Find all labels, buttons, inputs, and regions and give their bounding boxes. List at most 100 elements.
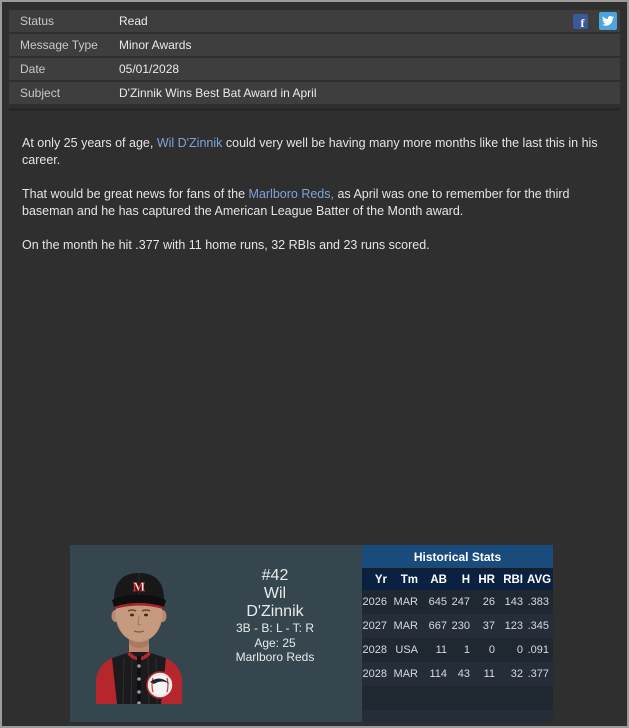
paragraph-2-text-after: as April was one to remember for the thi… (22, 187, 570, 218)
header-divider (9, 108, 620, 111)
stats-cell (362, 710, 391, 722)
player-link[interactable]: Wil D'Zinnik (156, 136, 223, 150)
stats-cell: 11 (474, 662, 499, 686)
stats-row: 2028 USA 11 1 0 0.091 (362, 638, 553, 662)
stats-cell (527, 710, 553, 722)
stats-cell: MAR (391, 614, 422, 638)
date-row: Date 05/01/2028 (9, 58, 620, 80)
col-h: H (451, 570, 474, 590)
paragraph-2: That would be great news for fans of the… (22, 186, 607, 220)
col-yr: Yr (362, 570, 391, 590)
stats-row: 2028 MAR 114 43 11 32.377 (362, 662, 553, 686)
message-type-label: Message Type (20, 38, 98, 52)
stats-cell (499, 710, 527, 722)
message-type-value: Minor Awards (119, 38, 192, 52)
message-body: At only 25 years of age, Wil D'Zinnik co… (22, 135, 607, 254)
status-row: Status Read f (9, 10, 620, 32)
stats-cell: 114 (422, 662, 451, 686)
player-last-name: D'Zinnik (246, 603, 304, 620)
col-hr: HR (474, 570, 499, 590)
stats-title-gap (362, 568, 553, 570)
stats-cell: 143 (499, 590, 527, 614)
player-age: Age: 25 (254, 635, 296, 650)
stats-cell: .345 (527, 614, 553, 638)
stats-cell (391, 710, 422, 722)
subject-label: Subject (20, 86, 61, 100)
paragraph-1-text: At only 25 years of age, (22, 136, 157, 150)
date-label: Date (20, 62, 46, 76)
stats-cell (474, 710, 499, 722)
stats-cell: .377 (527, 662, 553, 686)
stats-row: 2026 MAR 645 247 26 143.383 (362, 590, 553, 614)
historical-stats-body: 2026 MAR 645 247 26 143.383 2027 MAR 667 230 37 123… (362, 590, 553, 722)
stats-cell (422, 686, 451, 710)
player-position: 3B - B: L - T: R (235, 621, 315, 635)
col-avg: AVG (527, 570, 553, 590)
status-label: Status (20, 14, 55, 28)
stats-cell (391, 686, 422, 710)
twitter-icon[interactable] (599, 12, 617, 30)
message-type-row: Message Type Minor Awards (9, 34, 620, 56)
subject-value: D'Zinnik Wins Best Bat Award in April (119, 86, 317, 100)
stats-cell: 1 (451, 638, 474, 662)
historical-stats-panel: Historical Stats Yr Tm AB H HR RBI AVG 2… (362, 545, 553, 722)
stats-cell (527, 686, 553, 710)
date-value: 05/01/2028 (119, 62, 180, 76)
stats-cell: 2028 (362, 638, 391, 662)
stats-cell: 230 (451, 614, 474, 638)
facebook-icon[interactable]: f (573, 13, 588, 29)
stats-cell (451, 710, 474, 722)
historical-stats-title: Historical Stats (362, 545, 553, 568)
subject-row: Subject D'Zinnik Wins Best Bat Award in … (9, 82, 620, 104)
stats-header-row: Yr Tm AB H HR RBI AVG (362, 570, 553, 590)
stats-cell: 2027 (362, 614, 391, 638)
stats-cell: 11 (422, 638, 451, 662)
stats-cell (474, 686, 499, 710)
twitter-bird-icon (602, 16, 614, 26)
stats-cell (499, 686, 527, 710)
paragraph-3: On the month he hit .377 with 11 home ru… (22, 237, 607, 254)
stats-filler-row (362, 686, 553, 710)
stats-cell: 645 (422, 590, 451, 614)
stats-cell: 26 (474, 590, 499, 614)
stats-cell: 43 (451, 662, 474, 686)
team-link[interactable]: Marlboro Reds, (248, 187, 334, 201)
stats-cell: 0 (474, 638, 499, 662)
paragraph-1-text-after: could very well be having many more mont… (22, 136, 598, 167)
player-info: #42 Wil D'Zinnik 3B - B: L - T: R Age: 2… (198, 567, 352, 665)
stats-cell: MAR (391, 662, 422, 686)
svg-text:M: M (133, 579, 145, 594)
message-header: Status Read f Message Type Minor Awards … (9, 10, 620, 111)
status-value: Read (119, 14, 148, 28)
stats-cell: USA (391, 638, 422, 662)
stats-cell (362, 686, 391, 710)
stats-cell: 247 (451, 590, 474, 614)
social-share-buttons: f (573, 12, 620, 30)
player-portrait: M (96, 573, 182, 704)
stats-cell: 2026 (362, 590, 391, 614)
col-ab: AB (422, 570, 451, 590)
player-team: Marlboro Reds (235, 650, 315, 664)
stats-cell: 2028 (362, 662, 391, 686)
col-tm: Tm (391, 570, 422, 590)
stats-cell: .383 (527, 590, 553, 614)
col-rbi: RBI (499, 570, 527, 590)
player-card: M #42 Wil D'Zinnik 3B - B: L - T: R Age:… (70, 545, 362, 722)
stats-cell: .091 (527, 638, 553, 662)
stats-cell: 32 (499, 662, 527, 686)
paragraph-2-text: That would be great news for fans of the (22, 187, 249, 201)
stats-cell: 37 (474, 614, 499, 638)
stats-cell: 123 (499, 614, 527, 638)
player-number: #42 (261, 567, 289, 584)
stats-cell (422, 710, 451, 722)
stats-cell: MAR (391, 590, 422, 614)
stats-cell (451, 686, 474, 710)
paragraph-1: At only 25 years of age, Wil D'Zinnik co… (22, 135, 607, 169)
stats-filler-row (362, 710, 553, 722)
stats-row: 2027 MAR 667 230 37 123.345 (362, 614, 553, 638)
player-first-name: Wil (263, 585, 287, 602)
historical-stats-table: Yr Tm AB H HR RBI AVG 2026 MAR 645 247 26 143… (362, 570, 553, 722)
stats-cell: 0 (499, 638, 527, 662)
stats-cell: 667 (422, 614, 451, 638)
